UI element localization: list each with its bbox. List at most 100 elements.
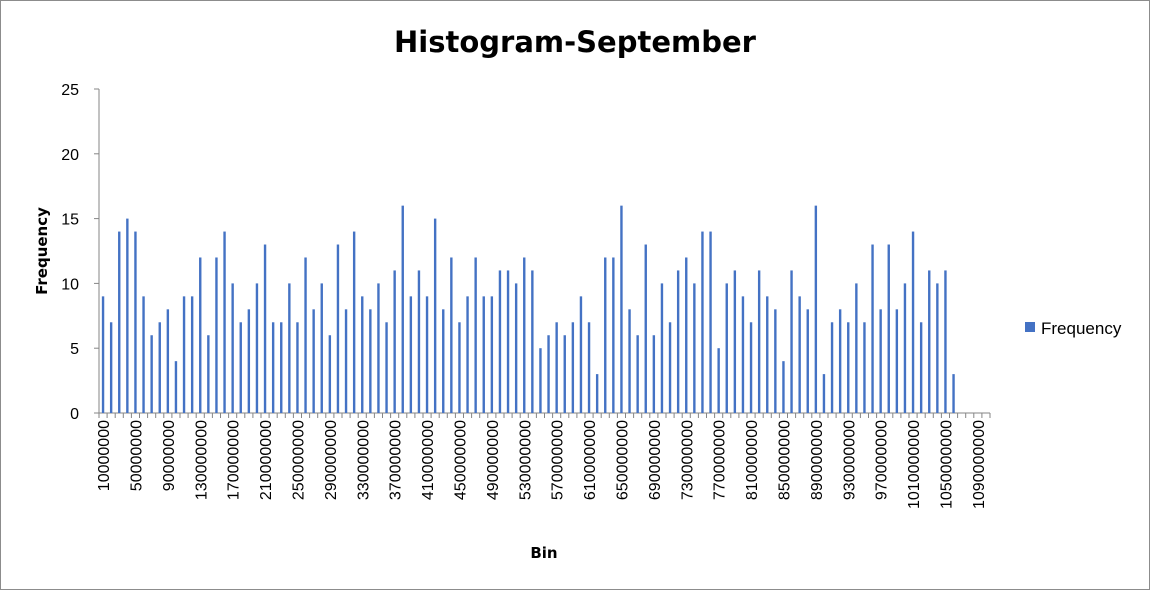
bar: [280, 322, 283, 413]
x-tick-label: 170000000: [226, 420, 243, 500]
bar: [587, 322, 591, 413]
bar: [150, 335, 153, 413]
x-axis-title: Bin: [530, 544, 557, 562]
bar: [190, 296, 194, 413]
bar: [369, 309, 372, 413]
bar: [806, 309, 809, 413]
y-axis: 0 5 10 15 20 25: [61, 82, 100, 423]
bar: [182, 296, 186, 413]
bar: [328, 335, 332, 413]
bar-series: [101, 205, 955, 413]
bar: [936, 283, 939, 413]
bar: [644, 244, 647, 413]
bar: [547, 335, 550, 413]
bar: [523, 257, 526, 413]
bar: [482, 296, 485, 413]
bar: [822, 374, 826, 413]
bar: [539, 348, 542, 413]
bar: [749, 322, 753, 413]
x-tick-label: 130000000: [193, 420, 210, 500]
bar: [401, 205, 404, 413]
bar: [361, 296, 364, 413]
x-tick-label: 290000000: [323, 420, 340, 500]
x-tick-label: 730000000: [679, 420, 696, 500]
bar: [668, 322, 672, 413]
bar: [304, 257, 307, 413]
bar: [126, 218, 129, 413]
x-tick-label: 90000000: [161, 420, 178, 491]
bar: [757, 270, 761, 413]
bar: [223, 231, 226, 413]
x-tick-label: 370000000: [388, 420, 405, 500]
bar: [433, 218, 437, 413]
bar: [595, 374, 599, 413]
bar: [118, 231, 121, 413]
x-tick-label: 450000000: [452, 420, 469, 500]
bar: [693, 283, 696, 413]
bar: [174, 361, 178, 413]
y-tick-label: 0: [70, 406, 79, 423]
bar: [498, 270, 502, 413]
bar: [271, 322, 275, 413]
bar: [774, 309, 777, 413]
bar: [563, 335, 566, 413]
bar: [579, 296, 583, 413]
bar: [903, 283, 907, 413]
x-tick-label: 10000000: [96, 420, 113, 491]
bar: [879, 309, 882, 413]
bar: [231, 283, 234, 413]
x-axis: 10000000 50000000 90000000 130000000 1700000…: [96, 412, 991, 509]
bar: [166, 309, 170, 413]
bar: [199, 257, 202, 413]
bar: [863, 322, 866, 413]
bar: [263, 244, 267, 413]
bar: [442, 309, 445, 413]
y-tick-label: 15: [61, 212, 79, 229]
bar: [288, 283, 291, 413]
legend-label: Frequency: [1041, 319, 1122, 338]
bar: [555, 322, 558, 413]
bar: [207, 335, 210, 413]
bar: [474, 257, 477, 413]
bar: [620, 205, 623, 413]
bar: [158, 322, 161, 413]
bar: [101, 296, 105, 413]
bar: [466, 296, 469, 413]
bar: [506, 270, 510, 413]
bar: [911, 231, 915, 413]
bar: [514, 283, 518, 413]
bar: [531, 270, 534, 413]
bar: [725, 283, 728, 413]
x-tick-label: 930000000: [841, 420, 858, 500]
bar: [134, 231, 137, 413]
y-tick-label: 5: [70, 341, 79, 358]
bar: [109, 322, 113, 413]
bar: [790, 270, 793, 413]
bar: [855, 283, 858, 413]
bar: [247, 309, 251, 413]
bar: [928, 270, 931, 413]
bar: [814, 205, 818, 413]
chart-title: Histogram-September: [394, 25, 757, 59]
x-tick-label: 1050000000: [938, 420, 955, 509]
x-tick-label: 410000000: [420, 420, 437, 500]
x-tick-label: 490000000: [485, 420, 502, 500]
bar: [336, 244, 340, 413]
x-tick-label: 530000000: [517, 420, 534, 500]
bar: [919, 322, 923, 413]
y-axis-title: Frequency: [33, 207, 51, 295]
x-tick-label: 250000000: [290, 420, 307, 500]
bar: [838, 309, 842, 413]
bar: [417, 270, 421, 413]
bar: [733, 270, 737, 413]
bar: [352, 231, 356, 413]
bar: [239, 322, 242, 413]
bar: [393, 270, 396, 413]
legend-swatch: [1025, 322, 1035, 332]
bar: [296, 322, 299, 413]
x-tick-label: 610000000: [582, 420, 599, 500]
bar: [944, 270, 947, 413]
x-tick-label: 890000000: [809, 420, 826, 500]
x-tick-label: 850000000: [776, 420, 793, 500]
